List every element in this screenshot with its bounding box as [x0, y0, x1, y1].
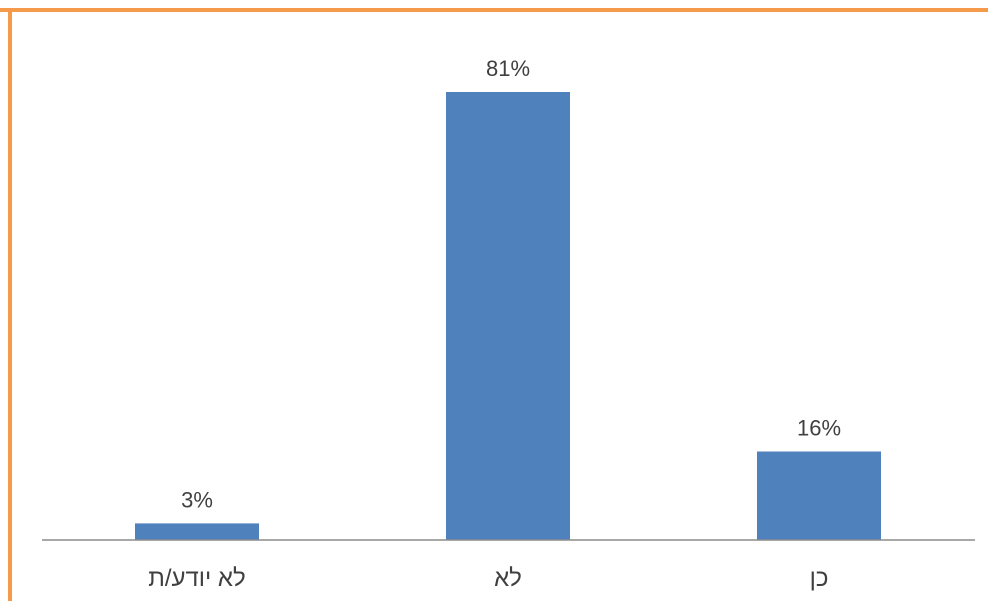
- category-label-1: לא יודע/ת: [148, 565, 245, 592]
- bar-2: [446, 92, 570, 540]
- data-labels-group: 3% 81% 16%: [181, 56, 841, 512]
- category-labels-group: לא יודע/ת לא כן: [148, 565, 828, 592]
- frame-left-border: [8, 8, 12, 601]
- data-label-2: 81%: [486, 56, 530, 81]
- frame-top-border: [0, 8, 988, 12]
- data-label-1: 3%: [181, 487, 213, 512]
- category-label-2: לא: [494, 565, 522, 592]
- bar-1: [135, 523, 259, 540]
- category-label-3: כן: [810, 565, 829, 592]
- bars-group: [135, 92, 881, 540]
- data-label-3: 16%: [797, 416, 841, 441]
- bar-3: [757, 451, 881, 540]
